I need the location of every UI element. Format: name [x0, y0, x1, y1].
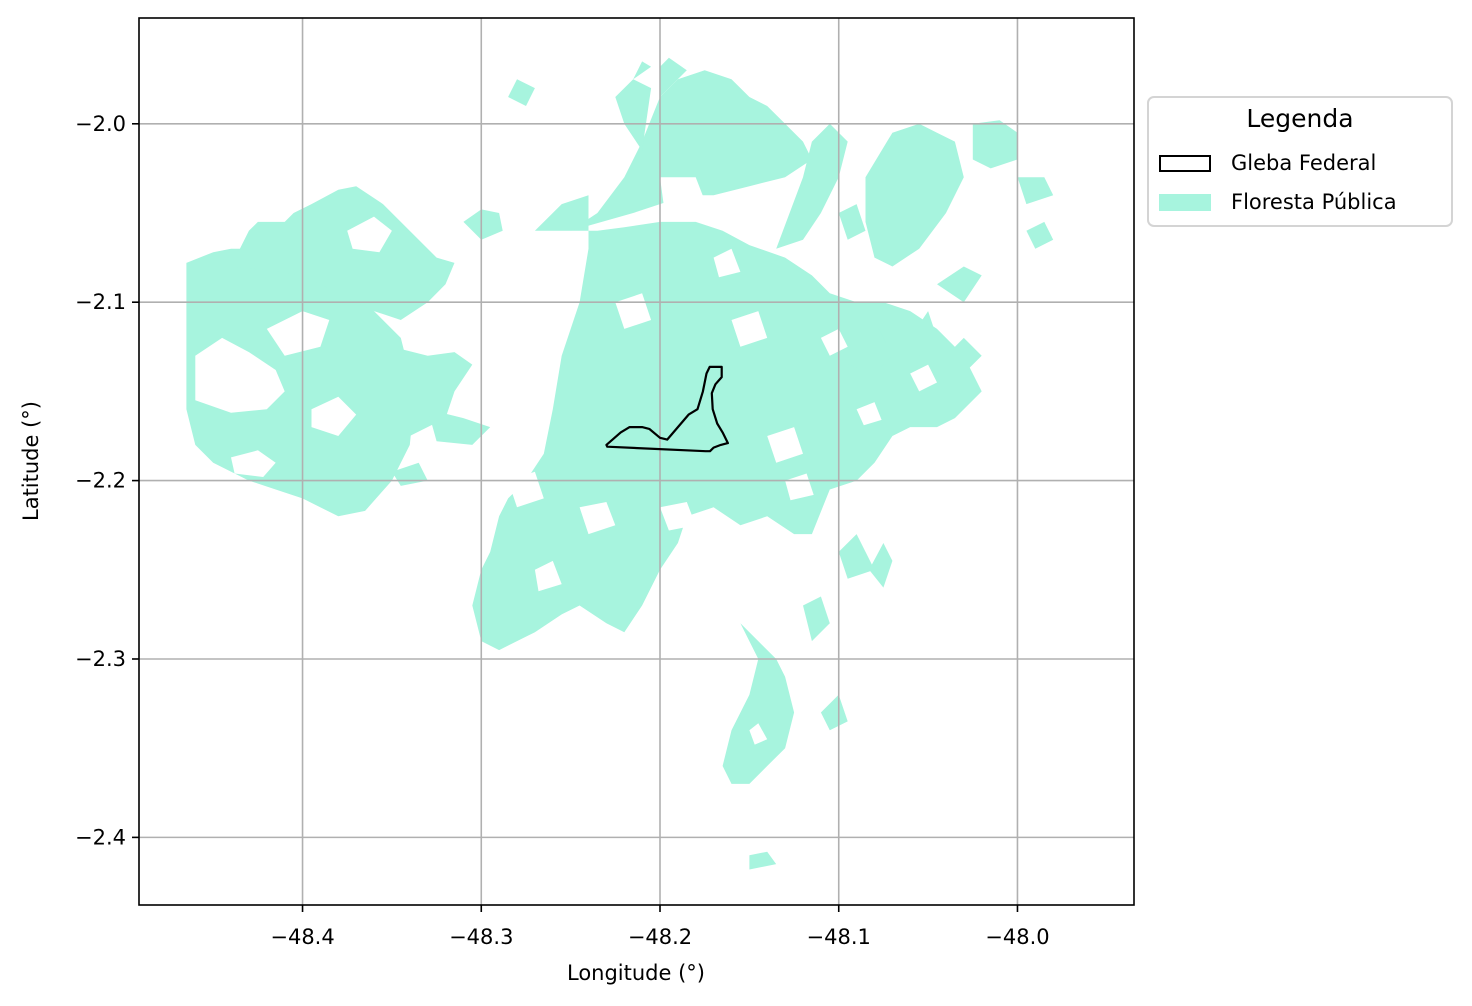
- non-forest-gap: [767, 427, 803, 463]
- floresta-publica-patch: [633, 61, 652, 80]
- y-axis-ticks: −2.0 −2.1 −2.2 −2.3 −2.4: [75, 112, 139, 849]
- non-forest-gap: [713, 248, 741, 278]
- legend-label-floresta-publica: Floresta Pública: [1231, 190, 1397, 214]
- non-forest-gap: [231, 450, 276, 477]
- y-axis-label: Latitude (°): [19, 401, 43, 521]
- non-forest-gap: [534, 560, 562, 592]
- gleba-federal-layer: [605, 365, 729, 453]
- floresta-publica-patch: [391, 346, 473, 436]
- floresta-publica-patch: [946, 337, 982, 374]
- floresta-publica-patch: [722, 623, 795, 784]
- legend-label-gleba-federal: Gleba Federal: [1231, 151, 1377, 175]
- y-tick-label: −2.1: [75, 290, 126, 314]
- floresta-publica-patch: [508, 79, 535, 106]
- floresta-publica-swatch: [1159, 193, 1211, 211]
- floresta-publica-patch: [838, 204, 866, 240]
- floresta-publica-patch: [910, 311, 937, 356]
- non-forest-gap: [266, 311, 330, 356]
- floresta-publica-patch: [615, 79, 652, 151]
- non-forest-gap: [311, 396, 357, 436]
- non-forest-gap: [660, 177, 705, 205]
- y-tick-label: −2.3: [75, 647, 126, 671]
- non-forest-gap: [195, 337, 285, 413]
- non-forest-gap: [731, 311, 768, 347]
- plot-frame: [138, 17, 1135, 906]
- floresta-publica-patch: [463, 209, 503, 240]
- grid: [139, 18, 1134, 905]
- non-forest-gap: [856, 402, 882, 426]
- legend-item-floresta-publica: Floresta Pública: [1159, 189, 1397, 215]
- x-axis-label: Longitude (°): [567, 961, 705, 985]
- non-forest-gap: [347, 216, 392, 253]
- x-axis-ticks: −48.4 −48.3 −48.2 −48.1 −48.0: [270, 905, 1050, 949]
- floresta-publica-patch: [869, 543, 893, 588]
- non-forest-gap: [660, 502, 696, 531]
- x-tick-label: −48.1: [807, 925, 871, 949]
- x-tick-label: −48.4: [270, 925, 334, 949]
- floresta-publica-patch: [820, 694, 848, 731]
- floresta-publica-patch: [803, 596, 830, 642]
- floresta-publica-patch: [1026, 221, 1054, 249]
- non-forest-gap: [910, 364, 937, 392]
- floresta-publica-patch: [749, 851, 777, 870]
- x-tick-label: −48.3: [449, 925, 513, 949]
- non-forest-gap: [820, 328, 848, 356]
- floresta-publica-patch: [231, 186, 455, 320]
- x-tick-label: −48.0: [985, 925, 1049, 949]
- floresta-publica-layer: [186, 57, 1054, 870]
- floresta-publica-patch: [186, 248, 414, 517]
- floresta-publica-patch: [865, 123, 964, 267]
- floresta-publica-patch: [660, 57, 687, 97]
- x-tick-label: −48.2: [628, 925, 692, 949]
- non-forest-gap: [749, 723, 768, 745]
- floresta-publica-patch: [1017, 177, 1054, 205]
- gleba-federal-swatch: [1159, 154, 1211, 172]
- legend: Legenda Gleba Federal Floresta Pública: [1147, 96, 1453, 227]
- floresta-publica-patch: [570, 70, 812, 231]
- floresta-publica-patch: [427, 409, 491, 445]
- legend-title: Legenda: [1246, 104, 1354, 133]
- non-forest-gap: [579, 502, 616, 535]
- floresta-publica-patch: [937, 266, 982, 303]
- y-tick-label: −2.4: [75, 825, 126, 849]
- y-tick-label: −2.0: [75, 112, 126, 136]
- floresta-publica-patch: [829, 302, 893, 374]
- gleba-federal-boundary: [605, 365, 729, 453]
- legend-item-gleba-federal: Gleba Federal: [1159, 150, 1376, 176]
- y-tick-label: −2.2: [75, 469, 126, 493]
- floresta-publica-patch: [776, 123, 848, 249]
- floresta-publica-patch: [972, 120, 1018, 169]
- floresta-publica-patch: [838, 534, 875, 579]
